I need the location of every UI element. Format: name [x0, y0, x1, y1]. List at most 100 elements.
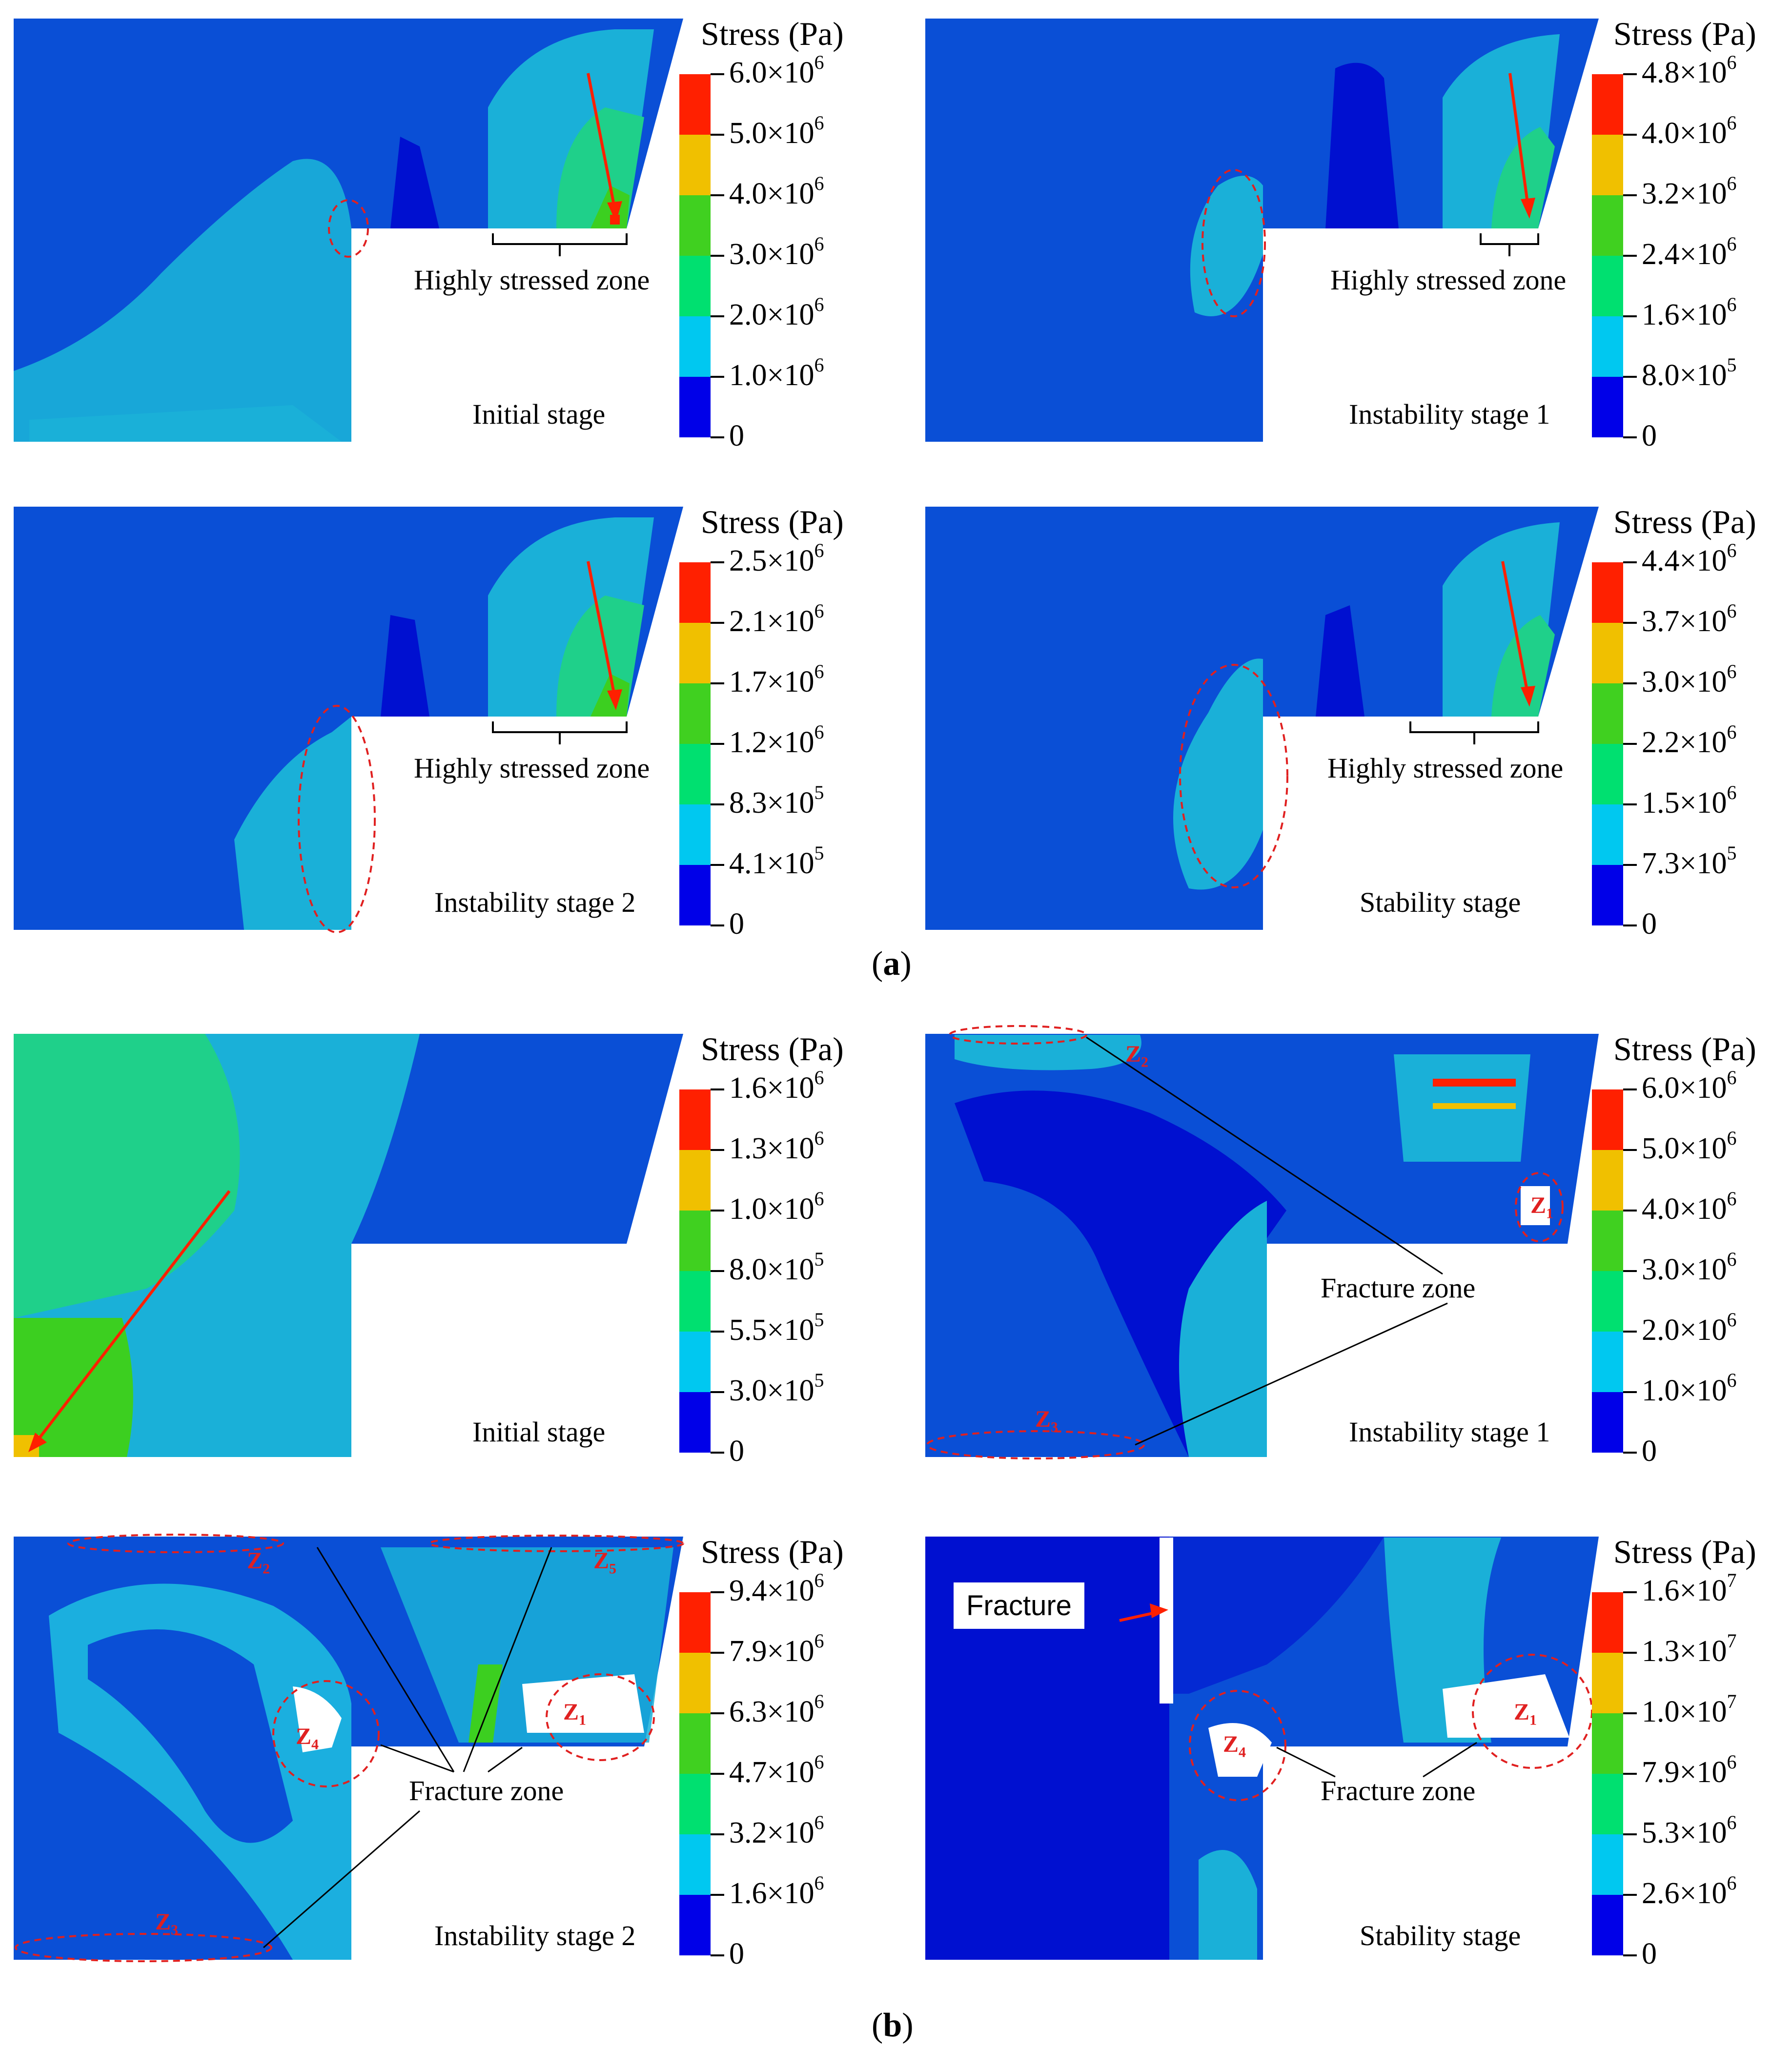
tick-exponent: 6 [1727, 1872, 1737, 1894]
colorbar-tick-mark [711, 1833, 724, 1835]
tick-mantissa: 1.6×10 [1642, 298, 1727, 331]
tick-exponent: 7 [1727, 1690, 1737, 1712]
colorbar-band [1592, 1271, 1623, 1332]
zone-number: 3 [1051, 1419, 1059, 1436]
panel-b2: Z2 Z1 Z3 Fracture zone Instability stage… [896, 1015, 1792, 1518]
colorbar-band [679, 804, 711, 865]
colorbar-tick-mark [711, 1149, 724, 1151]
panel-b4: Fracture Z4 Z1 Fracture zone Stability s… [896, 1518, 1792, 2006]
colorbar-tick-mark [1623, 1331, 1637, 1333]
colorbar-tick-label: 0 [729, 421, 744, 451]
colorbar-band [1592, 316, 1623, 377]
tick-exponent: 5 [1727, 354, 1737, 376]
colorbar-band [679, 1895, 711, 1955]
colorbar: 0 1.0×106 2.0×106 3.0×106 4.0×106 5.0×106 6.0×… [679, 53, 884, 457]
leader-line [1086, 1036, 1443, 1275]
stress-map-a4 [925, 507, 1599, 930]
tick-mantissa: 0 [729, 419, 744, 452]
zone-letter: Z [563, 1699, 579, 1725]
colorbar-tick-label: 8.3×105 [729, 783, 824, 819]
tick-mantissa: 0 [729, 907, 744, 941]
zone-label-z3: Z3 [155, 1909, 178, 1939]
dashed-ellipse [546, 1673, 655, 1761]
zone-label-z4: Z4 [296, 1723, 319, 1753]
tick-mantissa: 6.3×10 [729, 1695, 815, 1728]
colorbar-band [1592, 195, 1623, 256]
colorbar-tick-label: 0 [1642, 1939, 1657, 1969]
colorbar-band [1592, 1592, 1623, 1653]
annotation-bracket [1409, 721, 1539, 744]
dashed-ellipse [67, 1534, 284, 1553]
colorbar-tick-label: 1.7×106 [729, 662, 824, 698]
stress-stripe [1433, 1103, 1516, 1109]
leader-line [1423, 1742, 1477, 1778]
zone-label-z2: Z2 [1125, 1041, 1148, 1071]
arrow-head [28, 1433, 47, 1452]
stress-region-base [88, 1629, 293, 1843]
tick-exponent: 6 [814, 1569, 824, 1591]
colorbar-band [1592, 1089, 1623, 1150]
colorbar-tick-mark [1623, 1652, 1637, 1654]
colorbar-tick-mark [1623, 73, 1637, 75]
stage-label: Instability stage 1 [1349, 398, 1550, 430]
colorbar: 0 1.0×106 2.0×106 3.0×106 4.0×106 5.0×106 6.0×… [1592, 1068, 1792, 1472]
colorbar-band [1592, 256, 1623, 316]
colorbar-tick-mark [711, 255, 724, 257]
colorbar-tick-mark [1623, 1894, 1637, 1896]
dashed-ellipse [328, 199, 369, 258]
leader-line [1135, 1302, 1448, 1446]
colorbar-tick-label: 1.6×107 [1642, 1571, 1736, 1606]
zone-letter: Z [247, 1548, 263, 1574]
tick-mantissa: 7.9×10 [729, 1635, 815, 1668]
tick-mantissa: 0 [1642, 907, 1657, 941]
zone-number: 2 [1141, 1054, 1149, 1070]
tick-mantissa: 6.0×10 [729, 56, 815, 89]
colorbar-tick-mark [711, 134, 724, 136]
tick-exponent: 5 [814, 842, 824, 864]
zone-letter: Z [593, 1548, 610, 1574]
colorbar-tick-mark [711, 682, 724, 684]
colorbar-tick-label: 3.7×106 [1642, 601, 1736, 638]
zone-number: 4 [1239, 1744, 1246, 1761]
dashed-ellipse [949, 1025, 1087, 1045]
colorbar-tick-mark [1623, 255, 1637, 257]
colorbar-band [679, 377, 711, 437]
zone-label-z1: Z1 [1514, 1699, 1537, 1729]
zone-number: 1 [579, 1712, 587, 1728]
tick-mantissa: 4.0×10 [729, 177, 815, 210]
colorbar-tick-mark [711, 1331, 724, 1333]
tick-mantissa: 3.0×10 [1642, 1253, 1727, 1286]
tick-mantissa: 5.3×10 [1642, 1816, 1727, 1849]
tick-exponent: 6 [814, 1690, 824, 1712]
zone-letter: Z [155, 1909, 171, 1935]
dashed-ellipse [1201, 169, 1266, 317]
colorbar-band [679, 256, 711, 316]
colorbar-tick-mark [711, 1391, 724, 1393]
colorbar-band [1592, 1653, 1623, 1713]
tick-exponent: 6 [1727, 1309, 1737, 1331]
stress-region-min [1316, 605, 1364, 717]
colorbar-tick-mark [1623, 1270, 1637, 1272]
stress-map-a2 [925, 19, 1599, 442]
annotation-label: Fracture zone [1321, 1272, 1476, 1304]
colorbar-band [1592, 1332, 1623, 1392]
colorbar-tick-label: 6.0×106 [1642, 1068, 1736, 1104]
tick-mantissa: 2.0×10 [1642, 1314, 1727, 1347]
tick-exponent: 6 [814, 172, 824, 194]
tick-exponent: 6 [814, 112, 824, 134]
caption-a-letter: a [883, 945, 900, 983]
colorbar-title: Stress (Pa) [701, 1030, 844, 1068]
stress-map-a3 [14, 507, 683, 933]
arrow-line [587, 561, 617, 703]
tick-mantissa: 1.5×10 [1642, 786, 1727, 820]
colorbar-tick-mark [1623, 924, 1637, 926]
colorbar: 0 8.0×105 1.6×106 2.4×106 3.2×106 4.0×106 4.8×… [1592, 53, 1792, 457]
colorbar: 0 3.0×105 5.5×105 8.0×105 1.0×106 1.3×106 1.6×… [679, 1068, 884, 1472]
tick-exponent: 6 [1727, 1811, 1737, 1833]
annotation-label: Highly stressed zone [414, 752, 650, 784]
colorbar-tick-mark [1623, 1452, 1637, 1454]
colorbar-tick-mark [711, 1773, 724, 1775]
tick-mantissa: 3.7×10 [1642, 605, 1727, 638]
tick-exponent: 6 [814, 1067, 824, 1088]
tick-exponent: 6 [1727, 1127, 1737, 1149]
